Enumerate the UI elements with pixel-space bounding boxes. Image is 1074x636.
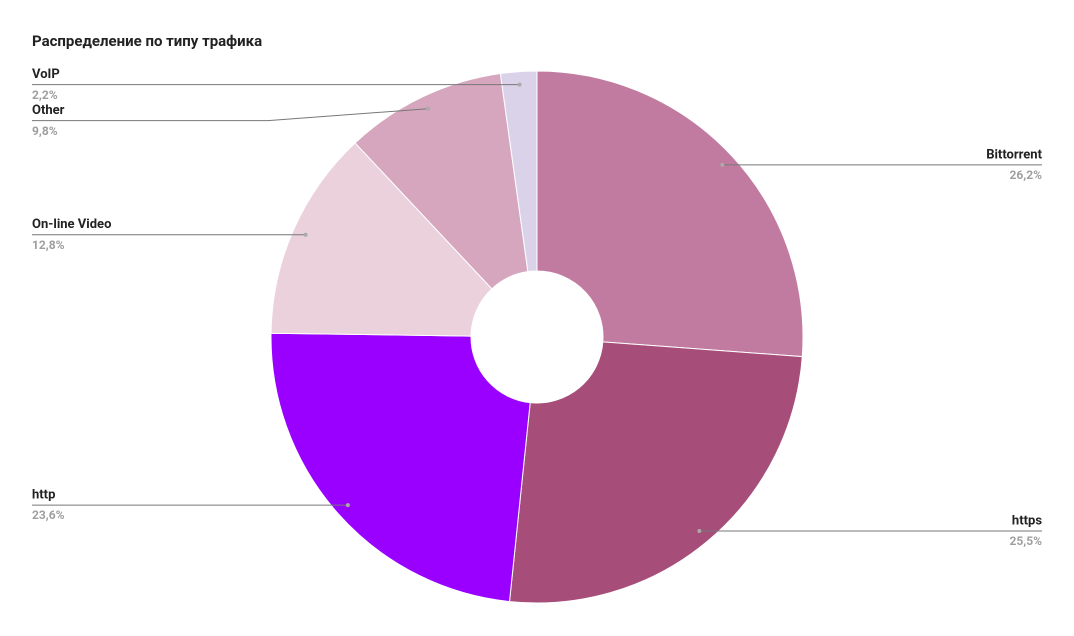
- label-name: Other: [32, 103, 65, 118]
- leader-dot: [517, 82, 522, 87]
- slice: [270, 332, 531, 603]
- leader-dot: [720, 162, 725, 167]
- label-name: VoIP: [32, 67, 60, 82]
- label-value: 23,6%: [32, 508, 65, 522]
- slice: [536, 70, 804, 358]
- leader-dot: [303, 232, 308, 237]
- slice: [499, 70, 538, 273]
- label-value: 12,8%: [32, 238, 65, 252]
- leader-dot: [345, 503, 350, 508]
- chart-title: Распределение по типу трафика: [32, 32, 262, 50]
- label-value: 26,2%: [1010, 168, 1043, 182]
- slice: [508, 341, 803, 604]
- label-value: 9,8%: [32, 124, 58, 138]
- leader-dot: [697, 529, 702, 534]
- label-name: On-line Video: [32, 217, 111, 232]
- leader-line: [32, 108, 428, 122]
- slice: [354, 72, 529, 290]
- label-name: https: [1012, 513, 1042, 528]
- label-name: http: [32, 488, 55, 503]
- slice: [270, 142, 493, 337]
- leader-dot: [425, 106, 430, 111]
- label-name: Bittorrent: [986, 147, 1042, 162]
- label-value: 25,5%: [1010, 534, 1043, 548]
- label-value: 2,2%: [32, 88, 58, 102]
